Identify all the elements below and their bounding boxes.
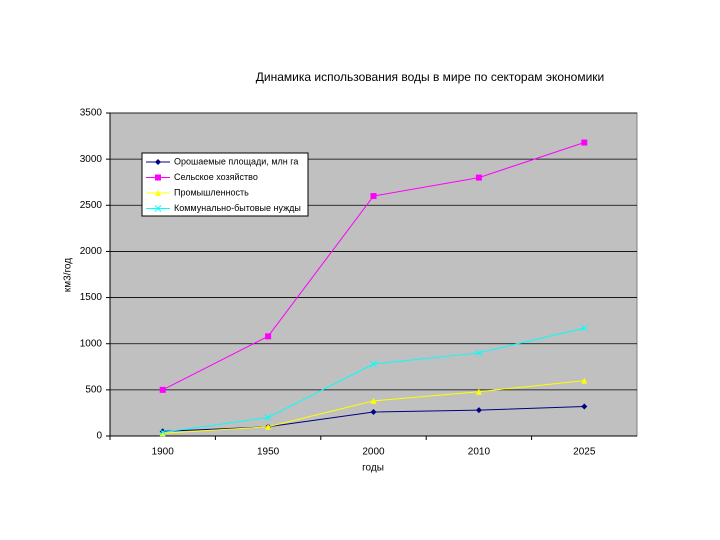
chart-title: Динамика использования воды в мире по се… [256,70,604,84]
marker [265,333,272,340]
y-tick-label: 0 [96,431,102,442]
x-tick-label: 2000 [362,447,385,458]
marker [155,159,161,165]
marker [581,403,588,410]
marker [475,388,482,395]
marker [370,397,377,404]
y-tick-label: 3000 [80,154,103,165]
marker [580,324,588,332]
legend-label: Коммунально-бытовые нужды [174,203,301,213]
marker [154,205,162,212]
legend-box [141,152,309,217]
marker [159,428,167,436]
x-tick-label: 2010 [468,447,491,458]
marker [475,349,483,357]
marker [370,409,377,416]
marker [581,139,588,146]
marker [475,174,482,181]
marker [581,377,588,384]
marker [370,193,377,200]
x-tick-label: 1900 [152,447,175,458]
legend-label: Орошаемые площади, млн га [174,156,298,166]
marker [155,190,161,196]
marker [155,174,161,181]
legend-label: Сельское хозяйство [174,172,258,182]
y-tick-label: 500 [85,384,102,395]
y-tick-label: 2000 [80,246,103,257]
y-tick-label: 2500 [80,200,103,211]
marker [370,360,377,368]
y-axis-label: км3/год [63,258,74,292]
marker [264,414,272,421]
marker [475,407,482,414]
marker [265,423,272,430]
marker [159,386,166,393]
x-tick-label: 1950 [257,447,280,458]
x-tick-label: 2025 [573,447,596,458]
x-axis-label: годы [362,463,384,474]
y-tick-label: 1000 [80,338,103,349]
marker [159,430,166,437]
y-tick-label: 1500 [80,292,103,303]
y-tick-label: 3500 [80,108,103,119]
legend-label: Промышленность [174,187,249,197]
